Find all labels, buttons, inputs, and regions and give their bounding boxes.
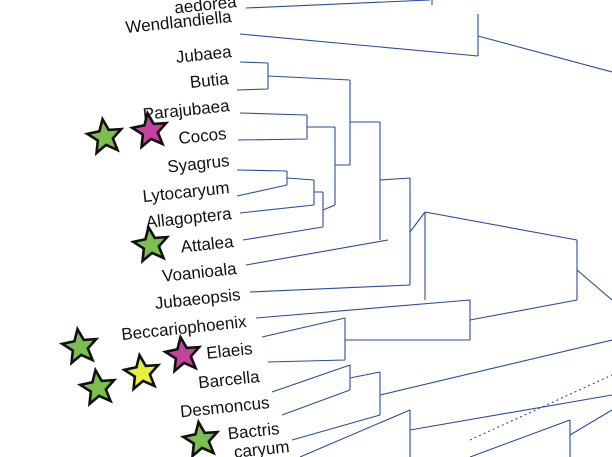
- taxon-label: Jubaea: [175, 42, 233, 67]
- taxon-label: Desmoncus: [179, 393, 270, 421]
- star-yellow: [121, 351, 163, 392]
- taxon-label: Voanioala: [161, 259, 238, 286]
- branch: [469, 374, 612, 441]
- branch: [271, 339, 612, 441]
- taxon-label: Allagoptera: [145, 204, 233, 232]
- taxon-label: Attalea: [180, 232, 235, 256]
- star-magenta: [162, 333, 204, 374]
- branch: [236, 61, 351, 165]
- branch: [245, 121, 411, 285]
- taxon-label: Elaeis: [205, 339, 253, 363]
- branch: [245, 0, 433, 9]
- taxon-label: Syagrus: [166, 151, 230, 176]
- star-green: [84, 115, 126, 156]
- star-green: [130, 223, 172, 264]
- branch: [239, 14, 612, 73]
- branch: [255, 299, 578, 363]
- taxon-label: Parajubaea: [142, 96, 231, 124]
- branch: [299, 394, 612, 457]
- taxon-label: Lytocaryum: [142, 178, 231, 206]
- taxon-label: Barcella: [197, 367, 261, 392]
- taxon-label: caryum: [233, 437, 290, 457]
- star-green: [77, 366, 119, 407]
- star-green: [59, 325, 101, 366]
- taxon-label: Beccariophoenix: [120, 312, 247, 344]
- branch: [236, 169, 336, 241]
- taxon-label: Wendlandiella: [125, 7, 233, 37]
- taxon-label: Jubaeopsis: [154, 285, 242, 313]
- branches: [236, 0, 612, 457]
- branch: [237, 112, 336, 205]
- taxon-label: Cocos: [178, 124, 228, 148]
- taxon-label: Butia: [189, 69, 230, 92]
- star-green: [180, 418, 222, 457]
- branch: [249, 211, 612, 301]
- labels: aedorea Wendlandiella Jubaea Butia Paraj…: [120, 0, 290, 457]
